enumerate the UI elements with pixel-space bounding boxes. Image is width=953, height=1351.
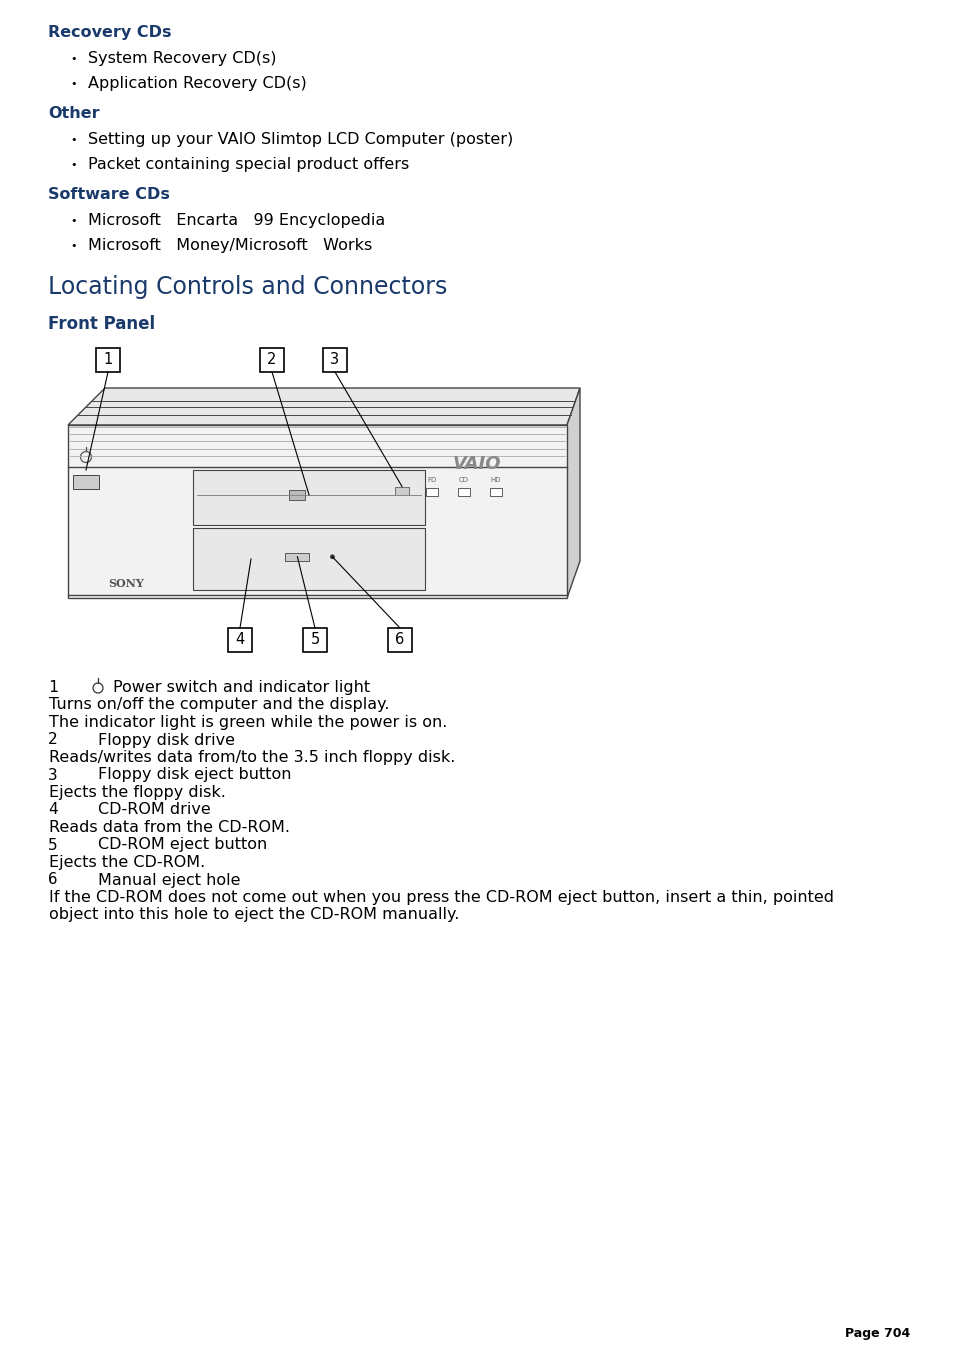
Text: Microsoft   Money/Microsoft   Works: Microsoft Money/Microsoft Works <box>88 238 372 253</box>
Text: Page 704: Page 704 <box>843 1327 909 1340</box>
Text: Application Recovery CD(s): Application Recovery CD(s) <box>88 76 307 91</box>
Text: 3: 3 <box>330 353 339 367</box>
Text: Other: Other <box>48 105 99 122</box>
Bar <box>193 528 424 590</box>
Text: Front Panel: Front Panel <box>48 315 155 332</box>
Text: 6: 6 <box>48 873 57 888</box>
Text: Microsoft   Encarta   99 Encyclopedia: Microsoft Encarta 99 Encyclopedia <box>88 213 385 228</box>
Text: 6: 6 <box>395 632 404 647</box>
Text: Locating Controls and Connectors: Locating Controls and Connectors <box>48 276 447 299</box>
Polygon shape <box>68 388 579 426</box>
Text: Ejects the CD-ROM.: Ejects the CD-ROM. <box>49 855 205 870</box>
Polygon shape <box>566 388 579 598</box>
Text: CD-ROM drive: CD-ROM drive <box>98 802 211 817</box>
Text: Reads/writes data from/to the 3.5 inch floppy disk.: Reads/writes data from/to the 3.5 inch f… <box>49 750 455 765</box>
Text: Power switch and indicator light: Power switch and indicator light <box>112 680 370 694</box>
Text: Floppy disk eject button: Floppy disk eject button <box>98 767 292 782</box>
Text: •: • <box>70 159 76 170</box>
Bar <box>228 628 252 653</box>
Bar <box>303 628 327 653</box>
Text: Recovery CDs: Recovery CDs <box>48 26 172 41</box>
Circle shape <box>330 555 335 559</box>
Text: •: • <box>70 54 76 63</box>
Text: Floppy disk drive: Floppy disk drive <box>98 732 234 747</box>
Bar <box>285 553 309 561</box>
Text: •: • <box>70 216 76 226</box>
Text: Packet containing special product offers: Packet containing special product offers <box>88 157 409 172</box>
Text: Reads data from the CD-ROM.: Reads data from the CD-ROM. <box>49 820 290 835</box>
Text: CD: CD <box>458 477 469 484</box>
Text: System Recovery CD(s): System Recovery CD(s) <box>88 51 276 66</box>
Text: 4: 4 <box>48 802 57 817</box>
Bar <box>490 488 501 496</box>
Bar <box>73 476 99 489</box>
Text: 1: 1 <box>48 680 57 694</box>
Text: CD-ROM eject button: CD-ROM eject button <box>98 838 267 852</box>
Text: SONY: SONY <box>108 578 144 589</box>
Text: Manual eject hole: Manual eject hole <box>98 873 240 888</box>
Text: Software CDs: Software CDs <box>48 186 170 203</box>
Text: FD: FD <box>427 477 436 484</box>
Text: •: • <box>70 240 76 251</box>
Bar <box>323 349 347 372</box>
Bar <box>388 628 412 653</box>
Text: Turns on/off the computer and the display.: Turns on/off the computer and the displa… <box>49 697 389 712</box>
Text: •: • <box>70 78 76 89</box>
Text: 5: 5 <box>48 838 57 852</box>
Text: The indicator light is green while the power is on.: The indicator light is green while the p… <box>49 715 447 730</box>
Text: VAIO: VAIO <box>453 455 500 473</box>
Bar <box>260 349 284 372</box>
Text: •: • <box>70 135 76 145</box>
Text: 2: 2 <box>267 353 276 367</box>
Text: HD: HD <box>490 477 500 484</box>
Bar <box>426 488 437 496</box>
Text: object into this hole to eject the CD-ROM manually.: object into this hole to eject the CD-RO… <box>49 908 459 923</box>
Text: Setting up your VAIO Slimtop LCD Computer (poster): Setting up your VAIO Slimtop LCD Compute… <box>88 132 513 147</box>
Text: If the CD-ROM does not come out when you press the CD-ROM eject button, insert a: If the CD-ROM does not come out when you… <box>49 890 833 905</box>
Bar <box>193 470 424 526</box>
Text: 1: 1 <box>103 353 112 367</box>
Text: 2: 2 <box>48 732 57 747</box>
Text: 3: 3 <box>48 767 57 782</box>
Bar <box>96 349 120 372</box>
Bar <box>395 486 409 494</box>
Text: 4: 4 <box>235 632 244 647</box>
Text: 5: 5 <box>310 632 319 647</box>
Text: Ejects the floppy disk.: Ejects the floppy disk. <box>49 785 226 800</box>
Bar <box>457 488 470 496</box>
Bar <box>68 426 566 598</box>
Bar <box>289 490 305 500</box>
